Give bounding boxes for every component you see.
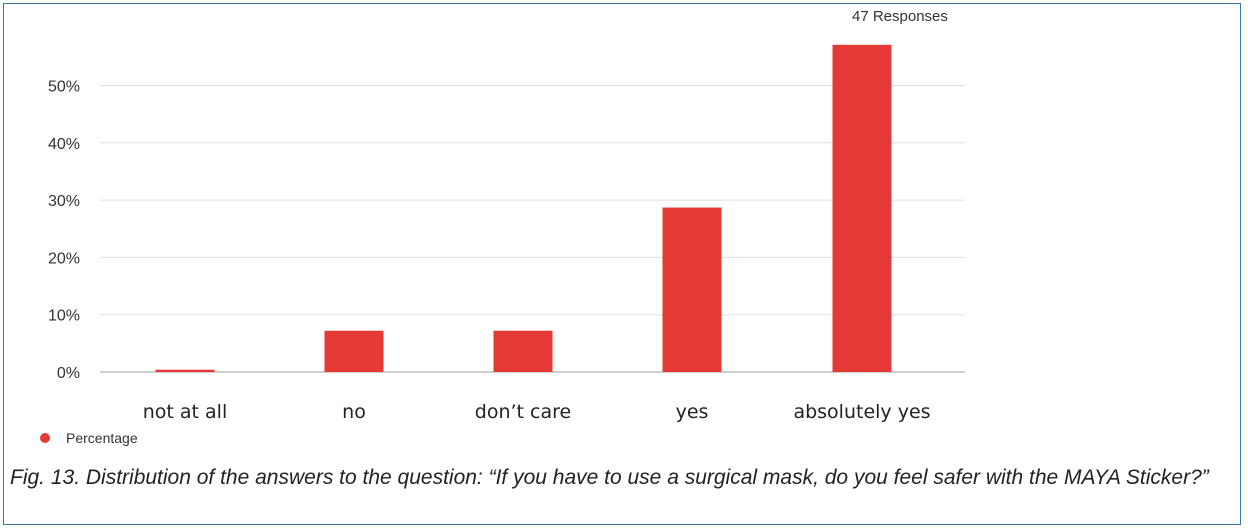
- bar: [324, 330, 384, 372]
- responses-count: 47 Responses: [852, 8, 948, 25]
- bar: [155, 369, 215, 372]
- bar: [832, 44, 892, 372]
- y-tick-label: 10%: [48, 308, 80, 325]
- y-tick-label: 30%: [48, 193, 80, 210]
- legend: Percentage: [40, 430, 138, 446]
- y-tick-label: 0%: [57, 365, 80, 382]
- bar: [493, 330, 553, 372]
- legend-label: Percentage: [66, 430, 138, 446]
- legend-marker: [40, 433, 50, 443]
- x-tick-label: absolutely yes: [793, 401, 930, 423]
- bar: [662, 207, 722, 372]
- y-tick-label: 40%: [48, 136, 80, 153]
- y-tick-label: 20%: [48, 250, 80, 267]
- y-tick-label: 50%: [48, 79, 80, 96]
- figure-caption: Fig. 13. Distribution of the answers to …: [10, 466, 1209, 489]
- x-tick-label: no: [342, 401, 366, 423]
- figure-frame: [3, 3, 1241, 525]
- bar-chart: 0% 10% 20% 30% 40% 50% not at all no don’t care y…: [48, 44, 965, 423]
- x-tick-label: don’t care: [475, 401, 571, 423]
- x-tick-label: not at all: [143, 401, 228, 423]
- x-tick-label: yes: [676, 401, 709, 423]
